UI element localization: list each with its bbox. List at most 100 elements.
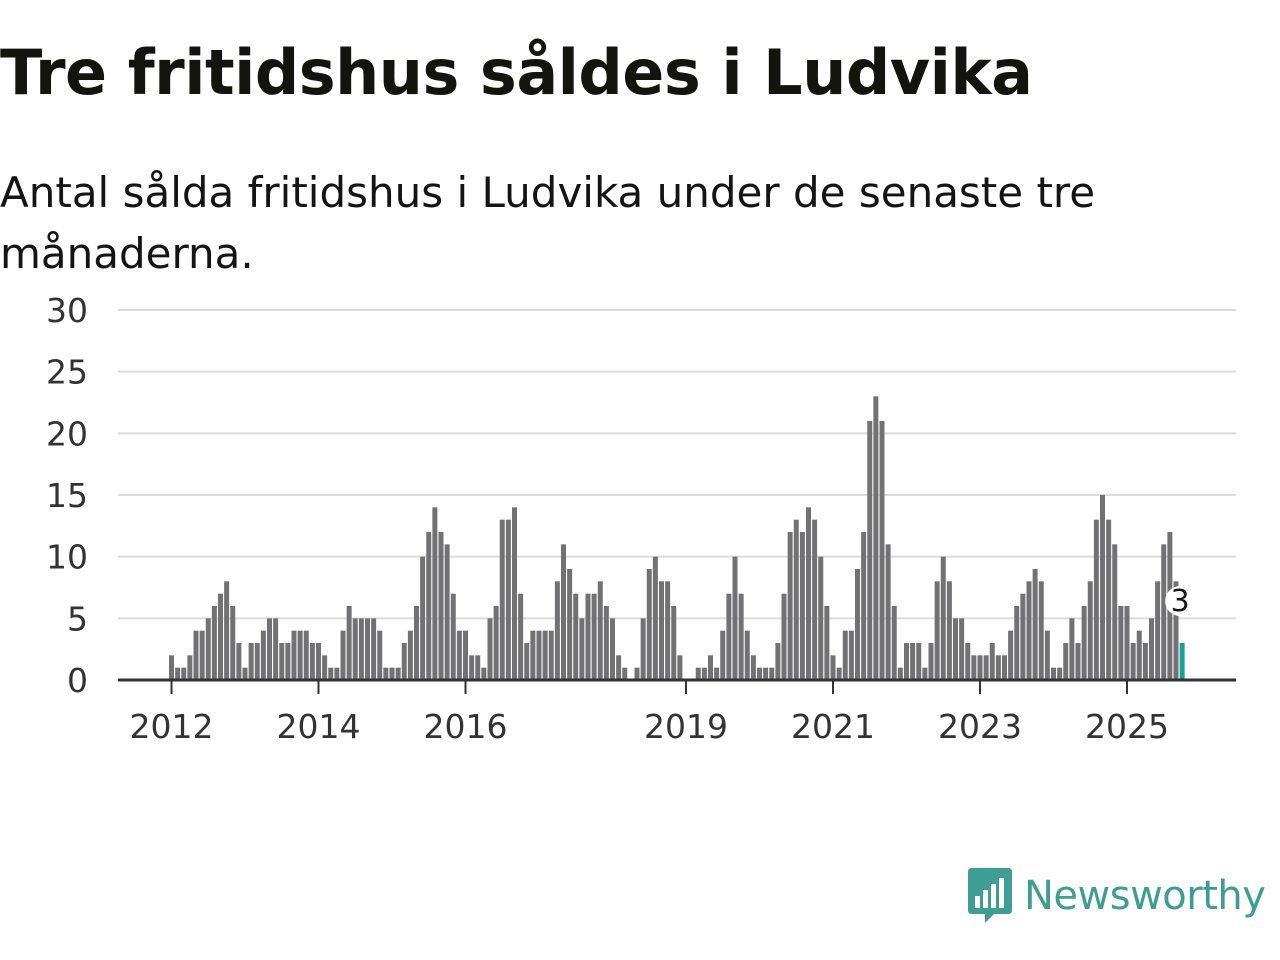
bar [603,606,609,680]
bar [622,667,628,680]
bar [1087,581,1093,680]
bar [444,544,450,680]
bar [365,618,370,680]
bar [254,643,260,680]
bar [885,544,891,680]
bar [946,581,952,680]
bar [763,667,769,680]
bar [1051,667,1056,680]
bar [842,630,848,680]
bar [1038,581,1044,680]
bar [536,630,542,680]
bar [199,630,205,680]
bar [297,630,303,680]
bar [677,655,683,680]
bar [830,655,836,680]
y-tick-label: 15 [46,476,88,515]
bar [248,643,254,680]
bar [806,507,811,680]
bar [965,643,971,680]
bar [977,655,983,680]
bar [512,507,517,680]
y-tick-label: 25 [46,353,88,392]
bar [450,593,456,680]
y-tick-label: 10 [46,538,88,577]
bar [1112,544,1118,680]
bar [1142,643,1148,680]
bar [358,618,364,680]
bar [487,618,493,680]
bar [897,667,903,680]
bar [744,630,750,680]
bar [708,655,713,680]
x-tick-label: 2019 [644,707,728,746]
bar [848,630,854,680]
bar [634,667,640,680]
bar [701,667,707,680]
bar [309,643,315,680]
bar [1044,630,1050,680]
y-tick-label: 5 [67,599,88,638]
bar [530,630,536,680]
bar [861,532,867,680]
bar [567,569,573,680]
x-tick-label: 2016 [424,707,508,746]
bar [340,630,346,680]
data-label-halo [1165,586,1196,616]
bar [1100,495,1105,680]
y-tick-label: 30 [46,291,88,330]
bar [904,643,909,680]
bar [695,667,701,680]
bar [818,556,824,680]
bar [181,667,187,680]
bar [352,618,358,680]
bar [1032,569,1038,680]
bar [456,630,462,680]
bar [377,630,383,680]
x-tick-label: 2012 [130,707,214,746]
bar [1130,643,1136,680]
bar [720,630,726,680]
bar [781,593,787,680]
bar [597,581,603,680]
bar [175,667,181,680]
bar [169,655,174,680]
bar [879,421,885,680]
bar [334,667,340,680]
bar [407,630,413,680]
bar [585,593,591,680]
newsworthy-logo-icon [968,868,1012,923]
bar [971,655,977,680]
bar [732,556,738,680]
bar [1173,581,1179,680]
bar [242,667,248,680]
bar [824,606,830,680]
bar [316,643,321,680]
bar [285,643,291,680]
bar [346,606,352,680]
bar [291,630,297,680]
bar [573,593,579,680]
bar [469,655,475,680]
bar [775,643,781,680]
bar [714,667,720,680]
highlight-bar [1179,643,1185,680]
bar [1057,667,1063,680]
bar [591,593,597,680]
bar [1118,606,1124,680]
newsworthy-brand[interactable]: Newsworthy [964,864,1266,928]
bar [928,643,934,680]
bar [1136,630,1142,680]
bar [652,556,658,680]
bar [787,532,793,680]
bar [1020,593,1026,680]
bar [371,618,377,680]
bar [855,569,860,680]
bar [836,667,842,680]
brand-name: Newsworthy [1024,873,1266,919]
bar [260,630,266,680]
bar [267,618,272,680]
bar [1008,630,1014,680]
x-tick-label: 2014 [277,707,361,746]
bar [236,643,242,680]
